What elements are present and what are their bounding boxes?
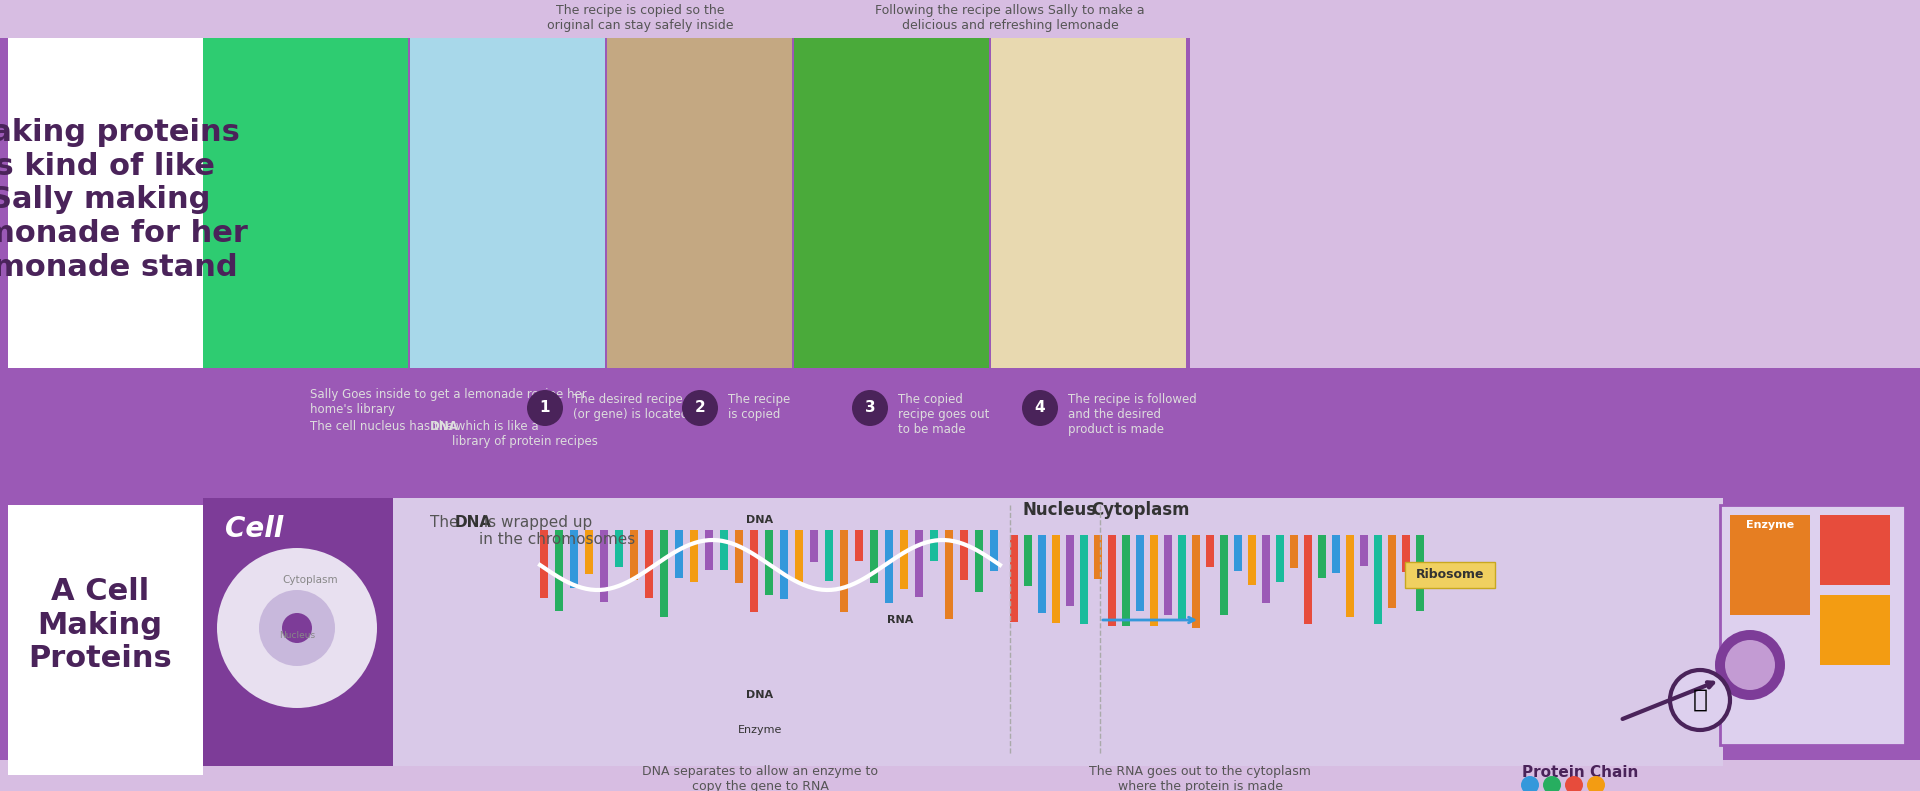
FancyBboxPatch shape xyxy=(1190,38,1920,368)
FancyBboxPatch shape xyxy=(1121,535,1131,626)
FancyBboxPatch shape xyxy=(607,38,791,368)
FancyBboxPatch shape xyxy=(1261,535,1269,603)
Text: The: The xyxy=(430,515,463,530)
FancyBboxPatch shape xyxy=(795,530,803,583)
Text: is wrapped up
in the chromosomes: is wrapped up in the chromosomes xyxy=(478,515,636,547)
FancyBboxPatch shape xyxy=(630,530,637,580)
Text: The RNA goes out to the cytoplasm
where the protein is made: The RNA goes out to the cytoplasm where … xyxy=(1089,765,1311,791)
FancyBboxPatch shape xyxy=(1094,535,1102,579)
FancyBboxPatch shape xyxy=(720,530,728,570)
Circle shape xyxy=(1565,776,1582,791)
FancyBboxPatch shape xyxy=(1317,535,1327,578)
FancyBboxPatch shape xyxy=(599,530,609,602)
Text: Nucleus: Nucleus xyxy=(1023,501,1096,519)
FancyBboxPatch shape xyxy=(8,38,204,368)
FancyBboxPatch shape xyxy=(689,530,699,582)
FancyBboxPatch shape xyxy=(614,530,622,567)
FancyBboxPatch shape xyxy=(1820,595,1889,665)
Text: DNA: DNA xyxy=(747,515,774,525)
FancyBboxPatch shape xyxy=(0,368,1920,498)
Circle shape xyxy=(1715,630,1786,700)
FancyBboxPatch shape xyxy=(204,498,394,766)
FancyBboxPatch shape xyxy=(751,530,758,612)
FancyBboxPatch shape xyxy=(870,530,877,583)
Text: The desired recipe
(or gene) is located: The desired recipe (or gene) is located xyxy=(572,393,687,421)
FancyBboxPatch shape xyxy=(705,530,712,570)
FancyBboxPatch shape xyxy=(645,530,653,598)
FancyBboxPatch shape xyxy=(1332,535,1340,573)
FancyBboxPatch shape xyxy=(8,505,204,775)
FancyBboxPatch shape xyxy=(780,530,787,599)
FancyBboxPatch shape xyxy=(586,530,593,574)
FancyBboxPatch shape xyxy=(1730,515,1811,615)
Text: DNA separates to allow an enzyme to
copy the gene to RNA: DNA separates to allow an enzyme to copy… xyxy=(641,765,877,791)
FancyBboxPatch shape xyxy=(1346,535,1354,617)
Text: 4: 4 xyxy=(1035,400,1044,415)
FancyBboxPatch shape xyxy=(204,498,1722,766)
Text: Cell: Cell xyxy=(225,515,284,543)
Text: 3: 3 xyxy=(864,400,876,415)
FancyBboxPatch shape xyxy=(1219,535,1229,615)
FancyBboxPatch shape xyxy=(1192,535,1200,628)
FancyBboxPatch shape xyxy=(929,530,939,561)
Text: Protein Chain: Protein Chain xyxy=(1523,765,1638,780)
Text: 🔍: 🔍 xyxy=(1693,688,1707,712)
Text: The recipe is copied so the
original can stay safely inside: The recipe is copied so the original can… xyxy=(547,4,733,32)
Text: The recipe
is copied: The recipe is copied xyxy=(728,393,791,421)
Circle shape xyxy=(526,390,563,426)
Circle shape xyxy=(682,390,718,426)
Text: Following the recipe allows Sally to make a
delicious and refreshing lemonade: Following the recipe allows Sally to mak… xyxy=(876,4,1144,32)
Text: RNA: RNA xyxy=(887,615,914,625)
FancyBboxPatch shape xyxy=(660,530,668,617)
FancyBboxPatch shape xyxy=(1359,535,1367,566)
Text: Nucleus: Nucleus xyxy=(278,630,315,639)
Circle shape xyxy=(1021,390,1058,426)
Text: DNA: DNA xyxy=(455,515,492,530)
FancyBboxPatch shape xyxy=(540,530,547,598)
FancyBboxPatch shape xyxy=(1039,535,1046,613)
FancyBboxPatch shape xyxy=(885,530,893,603)
FancyBboxPatch shape xyxy=(411,38,605,368)
FancyBboxPatch shape xyxy=(1235,535,1242,571)
FancyBboxPatch shape xyxy=(1417,535,1425,611)
FancyBboxPatch shape xyxy=(204,38,407,368)
FancyBboxPatch shape xyxy=(991,38,1187,368)
FancyBboxPatch shape xyxy=(0,0,1920,38)
FancyBboxPatch shape xyxy=(975,530,983,592)
FancyBboxPatch shape xyxy=(854,530,862,561)
FancyBboxPatch shape xyxy=(1164,535,1171,615)
Text: The recipe is followed
and the desired
product is made: The recipe is followed and the desired p… xyxy=(1068,393,1196,436)
FancyBboxPatch shape xyxy=(555,530,563,611)
Text: DNA: DNA xyxy=(430,420,459,433)
FancyBboxPatch shape xyxy=(991,530,998,571)
FancyBboxPatch shape xyxy=(1179,535,1187,619)
FancyBboxPatch shape xyxy=(570,530,578,588)
Circle shape xyxy=(1521,776,1540,791)
FancyBboxPatch shape xyxy=(0,760,1920,791)
FancyBboxPatch shape xyxy=(841,530,849,612)
FancyBboxPatch shape xyxy=(764,530,774,595)
Text: 1: 1 xyxy=(540,400,551,415)
Text: Sally Goes inside to get a lemonade recipe her
home's library: Sally Goes inside to get a lemonade reci… xyxy=(309,388,588,416)
Circle shape xyxy=(259,590,334,666)
FancyBboxPatch shape xyxy=(826,530,833,581)
FancyBboxPatch shape xyxy=(1079,535,1089,624)
FancyBboxPatch shape xyxy=(1277,535,1284,582)
Text: Enzyme: Enzyme xyxy=(1745,520,1793,530)
Text: Cytoplasm: Cytoplasm xyxy=(282,575,338,585)
FancyBboxPatch shape xyxy=(1052,535,1060,623)
FancyBboxPatch shape xyxy=(810,530,818,562)
Text: Ribosome: Ribosome xyxy=(1415,569,1484,581)
FancyBboxPatch shape xyxy=(676,530,684,578)
FancyBboxPatch shape xyxy=(1375,535,1382,624)
Text: Enzyme: Enzyme xyxy=(737,725,781,735)
FancyBboxPatch shape xyxy=(1720,505,1905,745)
Circle shape xyxy=(282,613,311,643)
FancyBboxPatch shape xyxy=(945,530,952,619)
FancyBboxPatch shape xyxy=(1010,535,1018,622)
FancyBboxPatch shape xyxy=(900,530,908,589)
FancyBboxPatch shape xyxy=(1405,562,1496,588)
FancyBboxPatch shape xyxy=(735,530,743,583)
Text: DNA: DNA xyxy=(747,690,774,700)
